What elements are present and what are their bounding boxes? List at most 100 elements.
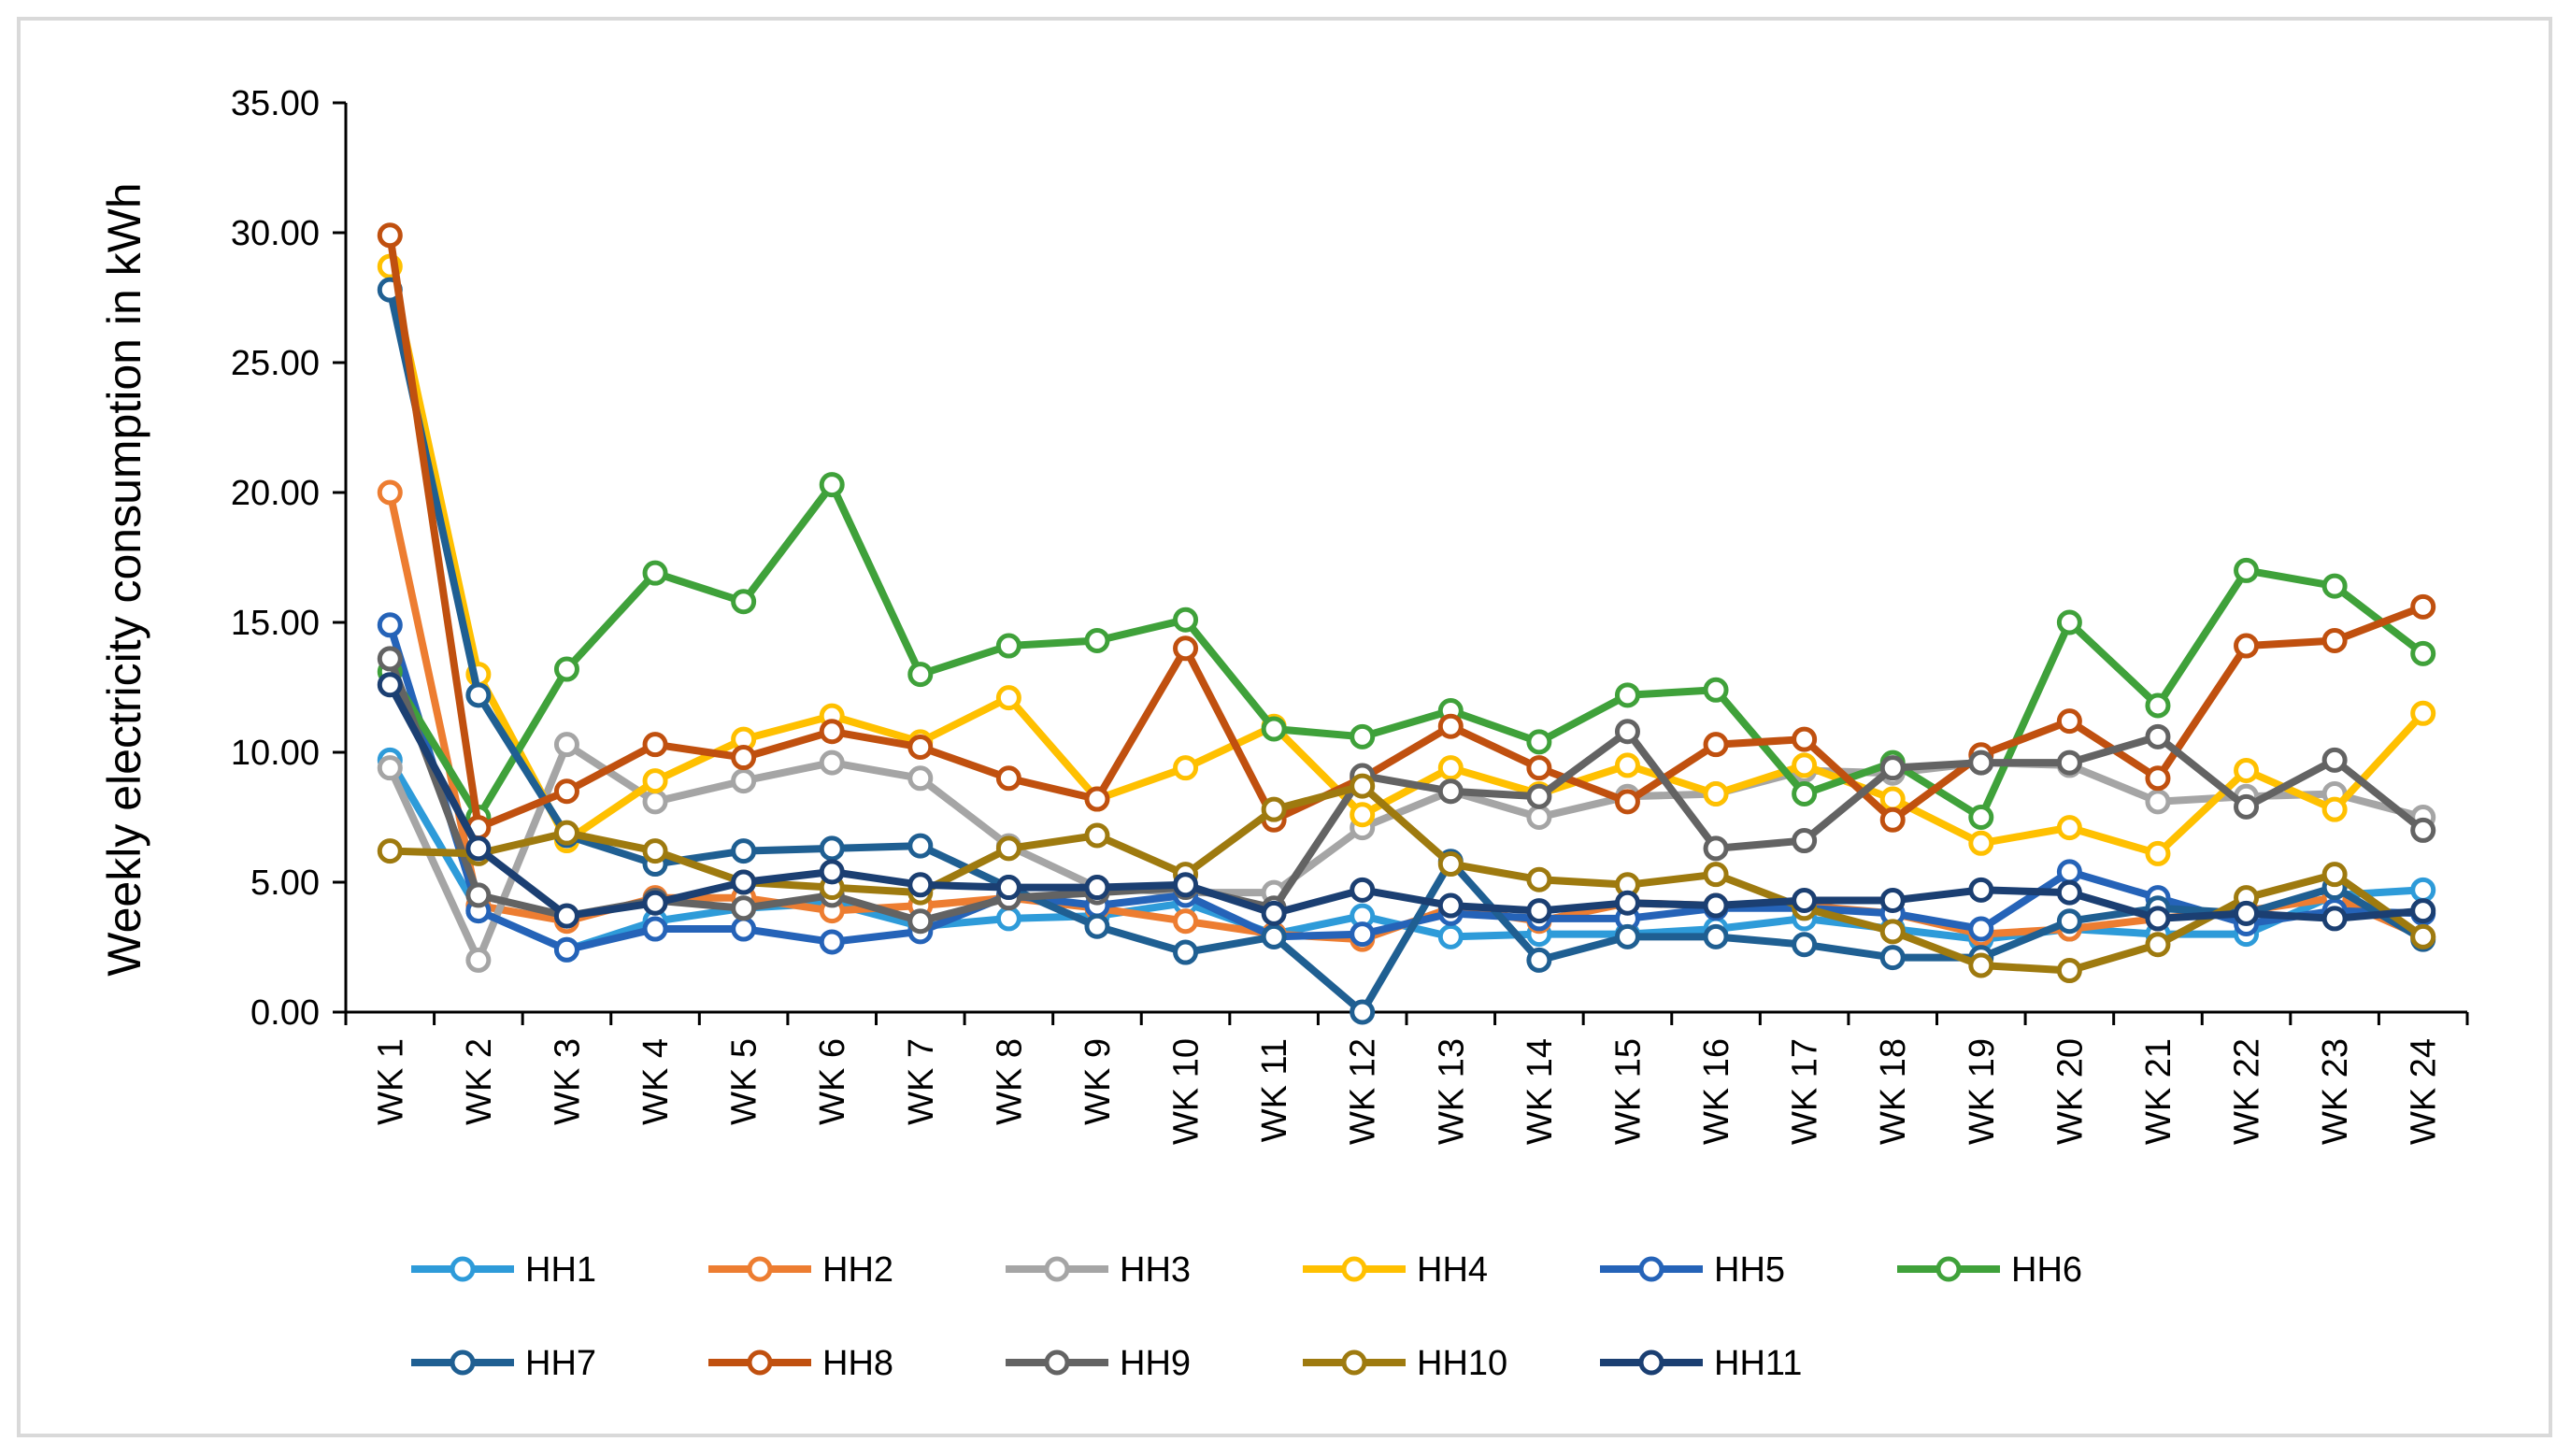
- data-point: [2145, 932, 2171, 958]
- data-point: [1526, 729, 1552, 755]
- y-tick-label: 35.00: [231, 84, 320, 123]
- data-point: [377, 646, 403, 672]
- data-point: [1350, 999, 1376, 1025]
- x-tick-label: WK 20: [2050, 1038, 2090, 1145]
- y-tick-label: 15.00: [231, 604, 320, 643]
- data-point: [1350, 921, 1376, 948]
- x-tick-label: WK 18: [1874, 1038, 1913, 1145]
- data-point: [2056, 859, 2082, 885]
- y-axis-title: Weekly electricity consumption in kWh: [98, 182, 150, 976]
- data-point: [1614, 682, 1640, 708]
- data-point: [1437, 755, 1464, 781]
- legend-label: HH4: [1417, 1250, 1488, 1290]
- y-tick-label: 5.00: [250, 864, 320, 903]
- data-point: [2056, 815, 2082, 841]
- data-point: [1879, 807, 1906, 833]
- data-point: [1703, 835, 1729, 862]
- data-point: [907, 872, 934, 898]
- data-point: [2145, 723, 2171, 749]
- legend-label: HH3: [1120, 1250, 1191, 1290]
- data-point: [1703, 862, 1729, 888]
- data-point: [2234, 757, 2260, 783]
- data-point: [2145, 789, 2171, 815]
- data-point: [2410, 593, 2436, 620]
- data-point: [2410, 877, 2436, 903]
- data-point: [819, 929, 845, 955]
- legend-label: HH8: [822, 1344, 893, 1383]
- x-tick-label: WK 2: [460, 1038, 499, 1125]
- legend-swatch-marker: [450, 1256, 476, 1282]
- legend-item-hh1: HH1: [411, 1250, 596, 1290]
- legend-label: HH6: [2011, 1250, 2082, 1290]
- legend-swatch-marker: [450, 1349, 476, 1376]
- legend-item-hh3: HH3: [1006, 1250, 1191, 1290]
- data-point: [731, 895, 757, 921]
- data-point: [819, 472, 845, 498]
- data-point: [1968, 830, 1994, 856]
- x-tick-label: WK 14: [1521, 1038, 1560, 1145]
- data-point: [1792, 726, 1818, 752]
- x-tick-label: WK 6: [813, 1038, 852, 1125]
- series-line-hh11: [386, 680, 2427, 922]
- series-line-hh10: [386, 782, 2427, 975]
- data-point: [553, 936, 579, 963]
- data-point: [553, 778, 579, 805]
- legend-item-hh4: HH4: [1303, 1250, 1488, 1290]
- data-point: [1350, 773, 1376, 799]
- data-point: [1173, 607, 1199, 633]
- data-point: [642, 768, 668, 794]
- x-tick-label: WK 10: [1167, 1038, 1207, 1145]
- data-point: [1173, 755, 1199, 781]
- data-point: [2321, 796, 2348, 822]
- x-tick-label: WK 12: [1344, 1038, 1383, 1145]
- data-point: [1968, 916, 1994, 942]
- data-point: [731, 589, 757, 615]
- data-point: [1350, 802, 1376, 828]
- legend-label: HH5: [1714, 1250, 1785, 1290]
- legend-item-hh9: HH9: [1006, 1344, 1191, 1383]
- x-tick-label: WK 11: [1255, 1038, 1294, 1142]
- x-tick-label: WK 17: [1786, 1038, 1825, 1145]
- data-point: [2410, 817, 2436, 843]
- data-point: [2410, 700, 2436, 726]
- data-point: [2056, 879, 2082, 906]
- data-point: [1968, 952, 1994, 978]
- data-point: [2321, 747, 2348, 773]
- data-point: [731, 838, 757, 864]
- data-point: [642, 916, 668, 942]
- x-tick-label: WK 21: [2139, 1038, 2178, 1145]
- series-hh6: [377, 472, 2436, 830]
- legend-label: HH1: [525, 1250, 596, 1290]
- data-point: [819, 835, 845, 862]
- series-hh11: [377, 672, 2436, 932]
- x-tick-label: WK 22: [2228, 1038, 2267, 1145]
- data-point: [1437, 778, 1464, 805]
- data-point: [553, 656, 579, 682]
- data-point: [1879, 919, 1906, 945]
- legend-item-hh2: HH2: [708, 1250, 893, 1290]
- series-hh4: [377, 253, 2436, 866]
- data-point: [1173, 939, 1199, 965]
- x-tick-label: WK 9: [1078, 1038, 1118, 1125]
- y-tick-label: 0.00: [250, 993, 320, 1033]
- data-point: [1261, 923, 1287, 949]
- x-tick-label: WK 24: [2405, 1038, 2444, 1145]
- data-point: [1526, 898, 1552, 924]
- data-point: [1703, 677, 1729, 703]
- y-tick-label: 10.00: [231, 734, 320, 773]
- data-point: [907, 734, 934, 760]
- data-point: [1703, 732, 1729, 758]
- legend-item-hh11: HH11: [1600, 1344, 1802, 1383]
- data-point: [2056, 609, 2082, 635]
- legend-label: HH11: [1714, 1344, 1802, 1383]
- data-point: [995, 906, 1021, 932]
- data-point: [1614, 719, 1640, 745]
- x-tick-label: WK 8: [990, 1038, 1029, 1125]
- data-point: [1350, 723, 1376, 749]
- legend-swatch-marker: [1638, 1349, 1664, 1376]
- data-point: [1526, 783, 1552, 809]
- data-point: [465, 835, 492, 862]
- data-point: [2056, 908, 2082, 935]
- data-point: [1614, 789, 1640, 815]
- y-tick-label: 25.00: [231, 344, 320, 383]
